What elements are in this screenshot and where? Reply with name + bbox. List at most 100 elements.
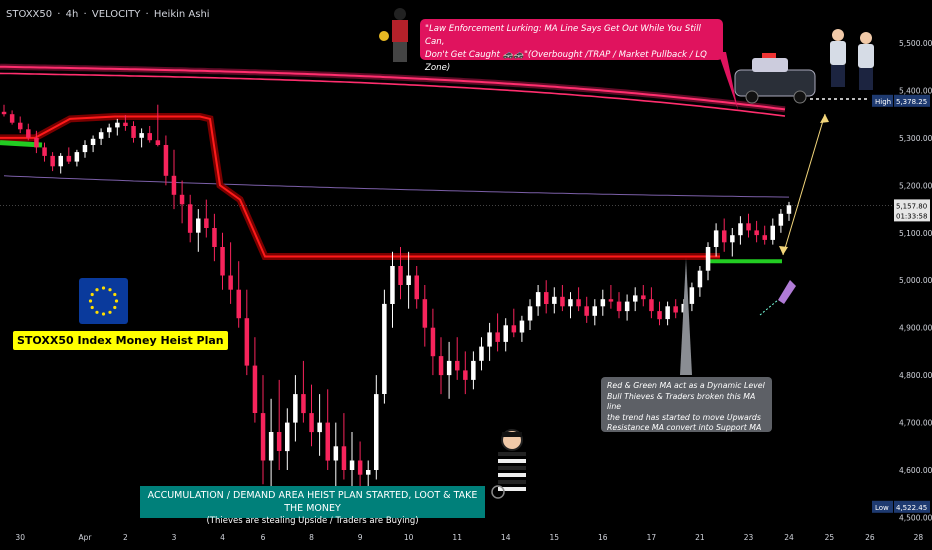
candle-body (357, 460, 363, 475)
candles (1, 104, 792, 499)
candle-body (268, 432, 274, 461)
thief-runner-icon (394, 8, 406, 20)
candle-body (560, 296, 565, 307)
candle-body (738, 223, 743, 236)
robber-stripes-icon (498, 480, 526, 484)
time-axis[interactable]: 30 Apr 2 3 4 6 8 9 10 11 14 15 16 17 21 23 24 25 26 28 (0, 527, 932, 550)
candle-body (406, 275, 411, 285)
candle-body (624, 301, 630, 312)
candle-body (446, 360, 452, 376)
candle-body (301, 394, 306, 414)
price-tick-label: 4,500.00 (899, 513, 932, 522)
candle-body (260, 413, 266, 461)
ribbon-line (0, 65, 786, 111)
candle-body (438, 356, 444, 376)
candle-body (382, 303, 387, 394)
price-tick-label: 4,600.00 (899, 466, 932, 475)
separator: · (54, 9, 64, 20)
candle-body (66, 155, 72, 162)
symbol-label[interactable]: STOXX50 (6, 9, 53, 20)
money-bag-icon (379, 31, 389, 41)
candle-body (722, 230, 727, 243)
candle-body (665, 306, 670, 320)
arrow-head-up-icon (820, 114, 829, 123)
candle-body (276, 432, 282, 451)
candle-body (697, 270, 703, 288)
eu-star-icon (95, 288, 99, 292)
time-tick-label: 2 (123, 533, 128, 542)
candle-body (641, 295, 646, 300)
price-tag-name-bg (872, 94, 893, 107)
candle-body (26, 129, 31, 138)
banner-line: ACCUMULATION / DEMAND AREA HEIST PLAN ST… (147, 490, 478, 514)
callout-line: the trend has started to move Upwards (607, 412, 761, 422)
interval-label[interactable]: 4h (65, 9, 79, 20)
eu-flag-icon (79, 278, 128, 324)
police-trousers-icon (831, 65, 845, 87)
candle-body (535, 292, 541, 307)
robber-stripes-icon (498, 452, 526, 456)
candle-body (220, 247, 225, 276)
candle-body (786, 205, 792, 214)
time-tick-label: 6 (261, 533, 266, 542)
candle-body (309, 413, 314, 433)
candle-body (689, 287, 695, 304)
pink-ma-ribbon (0, 63, 786, 117)
candle-body (568, 299, 573, 307)
callout-line: Don't Get Caught 🚓🚓"(Overbought /TRAP / … (425, 50, 707, 73)
price-tick-label: 4,700.00 (899, 419, 932, 428)
candle-body (495, 332, 500, 342)
candle-body (212, 228, 217, 247)
police-uniform-icon (858, 44, 874, 68)
robber-stripes-icon (498, 466, 526, 470)
ribbon-line (0, 72, 786, 117)
candle-body (42, 147, 47, 156)
time-tick-label: 28 (914, 533, 924, 542)
candle-body (123, 122, 128, 126)
broker-label: VELOCITY (91, 9, 141, 20)
price-tag-name: Low (875, 504, 889, 512)
current-price-bg (894, 199, 930, 222)
decorations (379, 8, 874, 499)
price-tick-label: 5,500.00 (899, 39, 932, 48)
candle-body (770, 225, 775, 240)
price-tick-label: 5,200.00 (899, 181, 932, 190)
candle-body (592, 306, 597, 316)
candle-body (673, 306, 678, 313)
candle-body (414, 275, 419, 300)
time-tick-label: 4 (220, 533, 225, 542)
callout-pointer (718, 52, 738, 110)
eu-star-icon (90, 292, 94, 297)
chart-style-label[interactable]: Heikin Ashi (153, 9, 210, 20)
candle-body (155, 140, 161, 145)
candle-body (544, 292, 549, 304)
candle-body (519, 320, 525, 333)
candle-body (754, 230, 759, 236)
thief-pants-icon (393, 42, 407, 62)
candle-body (58, 155, 63, 167)
price-tick-label: 5,000.00 (899, 276, 932, 285)
price-axis[interactable]: 4,500.00 4,600.00 4,700.00 4,800.00 4,900.00… (872, 0, 932, 550)
thief-shirt-icon (392, 20, 408, 42)
rocket-trail-icon (759, 299, 779, 316)
candle-body (317, 422, 322, 433)
time-tick-label: 23 (744, 533, 754, 542)
wheel-icon (793, 90, 807, 104)
candle-body (74, 152, 80, 162)
candle-body (487, 332, 492, 347)
callout-line: Red & Green MA act as a Dynamic Level (607, 381, 765, 390)
candle-body (616, 301, 622, 312)
price-tick-label: 5,400.00 (899, 86, 932, 95)
police-uniform-icon (830, 41, 846, 65)
price-tag-value-bg (894, 500, 930, 513)
banner-line: (Thieves are stealing Upside / Traders a… (206, 516, 419, 526)
time-tick-label: 24 (784, 533, 794, 542)
price-tick-label: 4,800.00 (899, 371, 932, 380)
robber-mask-icon (502, 432, 522, 437)
candle-body (196, 218, 201, 233)
time-tick-label: 10 (404, 533, 414, 542)
time-tick-label: 8 (309, 533, 314, 542)
candle-body (366, 470, 371, 475)
candle-body (147, 133, 152, 141)
